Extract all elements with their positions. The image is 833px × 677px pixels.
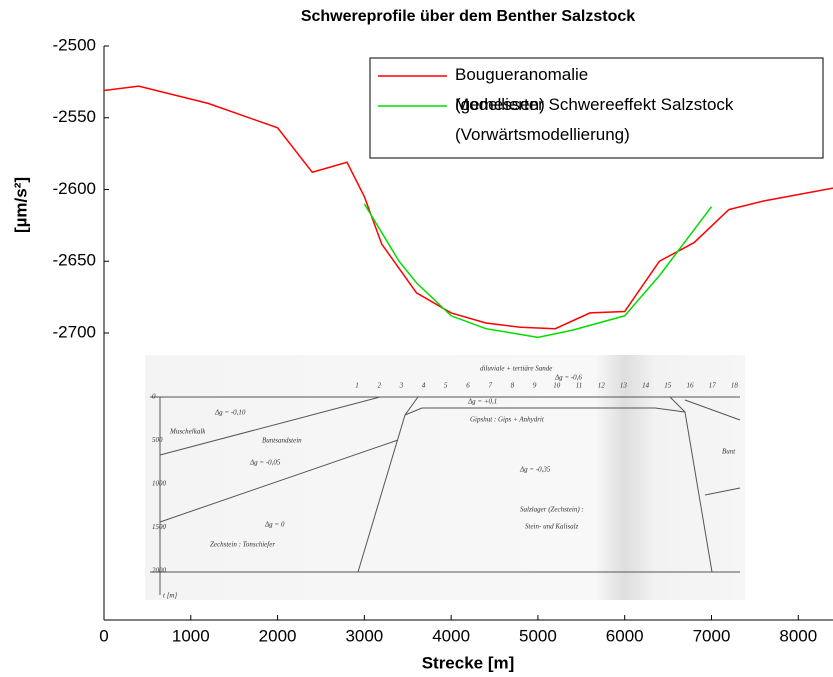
y-tick-label: -2500 (53, 35, 96, 54)
station-label: 8 (511, 382, 515, 390)
depth-label: 1000 (152, 480, 167, 488)
depth-label: 0 (152, 393, 156, 401)
station-label: 4 (422, 382, 426, 390)
inset-label: Salzlager (Zechstein) : (520, 506, 584, 514)
x-tick-label: 5000 (519, 626, 557, 645)
x-tick-label: 8000 (779, 626, 817, 645)
station-label: 5 (444, 382, 448, 390)
y-tick-label: -2650 (53, 251, 96, 270)
x-tick-label: 0 (99, 626, 108, 645)
inset-background (145, 355, 745, 600)
legend (369, 57, 824, 159)
depth-label: 500 (152, 436, 163, 444)
inset-label: Δg = +0,1 (467, 398, 497, 406)
inset-label: t [m] (163, 592, 177, 600)
y-tick-label: -2600 (53, 179, 96, 198)
station-label: 11 (576, 382, 582, 390)
legend-label-line: (Vorwärtsmodellierung) (455, 125, 630, 144)
y-tick-label: -2550 (53, 107, 96, 126)
station-label: 10 (553, 382, 561, 390)
station-label: 15 (664, 382, 672, 390)
inset-label: Stein- und Kalisalz (525, 523, 579, 531)
geology-inset: 1 2 3 4 5 6 7 8 9 10 11 12 13 14 15 16 17 180500100015002… (145, 355, 745, 600)
station-label: 2 (377, 382, 381, 390)
station-label: 13 (620, 382, 628, 390)
inset-label: Δg = -0,6 (554, 374, 582, 382)
station-label: 17 (709, 382, 717, 390)
x-tick-label: 7000 (693, 626, 731, 645)
section-line (684, 399, 741, 421)
inset-label: Zechstein : Tonschiefer (210, 541, 275, 549)
data-line (363, 203, 713, 339)
x-tick-label: 1000 (172, 626, 210, 645)
legend-label-line: (gemessen) (455, 95, 545, 114)
station-label: 12 (598, 382, 606, 390)
legend-label-line: Bougueranomalie (455, 65, 588, 84)
inset-label: Buntsandstein (262, 437, 302, 445)
y-axis-label: [µm/s²] (11, 177, 30, 233)
chart-title: Schwereprofile über dem Benther Salzstoc… (301, 8, 635, 25)
inset-label: Muschelkalk (169, 428, 206, 436)
inset-label: Δg = -0,05 (249, 459, 281, 467)
station-label: 14 (642, 382, 650, 390)
depth-label: 2000 (152, 567, 167, 575)
inset-label: diluviale + tertiäre Sande (480, 365, 552, 373)
inset-label: Δg = 0 (264, 521, 285, 529)
inset-label: Δg = -0,35 (519, 466, 551, 474)
inset-label: Gipshut : Gips + Anhydrit (470, 416, 545, 424)
section-line (704, 487, 741, 496)
station-label: 6 (466, 382, 470, 390)
station-label: 16 (687, 382, 695, 390)
legend-label: Bougueranomalie (gemessen) (455, 65, 588, 114)
legend-label: Modellierter Schwereeffekt Salzstock (Vor… (455, 95, 734, 144)
x-tick-label: 4000 (432, 626, 470, 645)
x-axis-label: Strecke [m] (422, 653, 515, 672)
data-line (103, 85, 833, 330)
section-line (159, 439, 399, 523)
legend-label-line: Modellierter Schwereeffekt Salzstock (455, 95, 734, 114)
section-line (159, 396, 381, 456)
inset-label: Δg = -0,10 (214, 409, 246, 417)
station-label: 7 (488, 382, 492, 390)
gipshut (404, 407, 686, 416)
x-tick-label: 3000 (345, 626, 383, 645)
y-tick-label: -2700 (53, 322, 96, 341)
x-tick-label: 6000 (606, 626, 644, 645)
station-label: 18 (731, 382, 739, 390)
station-label: 3 (399, 382, 404, 390)
x-tick-label: 2000 (259, 626, 297, 645)
salt-dome (357, 396, 713, 573)
inset-label: Bunt (722, 448, 736, 456)
depth-label: 1500 (152, 523, 167, 531)
station-label: 1 (355, 382, 359, 390)
station-label: 9 (533, 382, 537, 390)
